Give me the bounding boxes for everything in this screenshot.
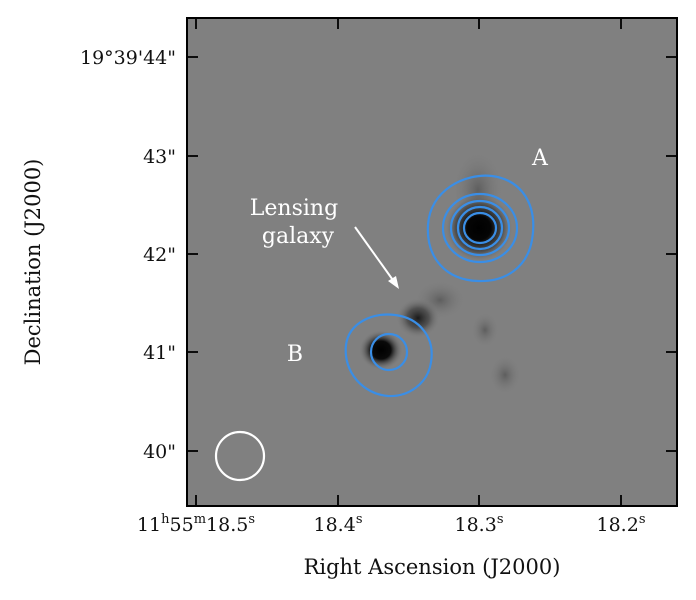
lensing-galaxy-blob <box>396 298 440 338</box>
image-background <box>187 18 677 506</box>
image-a-blob <box>445 194 513 262</box>
plot-frame <box>186 17 678 507</box>
y-tick-label-42: 42" <box>143 244 176 266</box>
x-tick-label-18.4: 18.4s <box>314 512 363 536</box>
x-ticks <box>195 18 622 506</box>
contour-b-outer <box>344 313 433 398</box>
label-image-a: A <box>531 146 549 171</box>
x-tick-label-18.2: 18.2s <box>597 512 646 536</box>
contour-a-outer <box>426 174 535 283</box>
x-tick-label-18.3: 18.3s <box>455 512 504 536</box>
x-axis-title: Right Ascension (J2000) <box>304 555 561 579</box>
contour-a-3 <box>449 199 511 257</box>
contour-a-5 <box>462 211 498 245</box>
x-tick-label-18.5: 11h55m18.5s <box>137 512 255 536</box>
y-tick-label-44: 19°39'44" <box>80 47 176 69</box>
image-b-blob <box>359 330 403 370</box>
beam-ellipse <box>214 430 266 482</box>
contour-a-4 <box>456 205 504 251</box>
contour-b-inner <box>369 332 409 372</box>
y-ticks <box>187 56 677 452</box>
label-lensing-line1: Lensing <box>250 196 338 221</box>
faint-feature <box>471 312 499 348</box>
label-lensing-line2: galaxy <box>262 224 335 249</box>
contours <box>344 174 535 398</box>
faint-feature <box>489 355 521 395</box>
y-tick-label-41: 41" <box>143 342 176 364</box>
y-tick-label-43: 43" <box>143 146 176 168</box>
label-image-b: B <box>287 342 303 367</box>
contour-a-2 <box>441 192 519 264</box>
lensing-arrow <box>354 226 399 289</box>
y-tick-label-40: 40" <box>143 441 176 463</box>
y-axis-title: Declination (J2000) <box>21 159 45 366</box>
sky-image <box>187 18 677 506</box>
